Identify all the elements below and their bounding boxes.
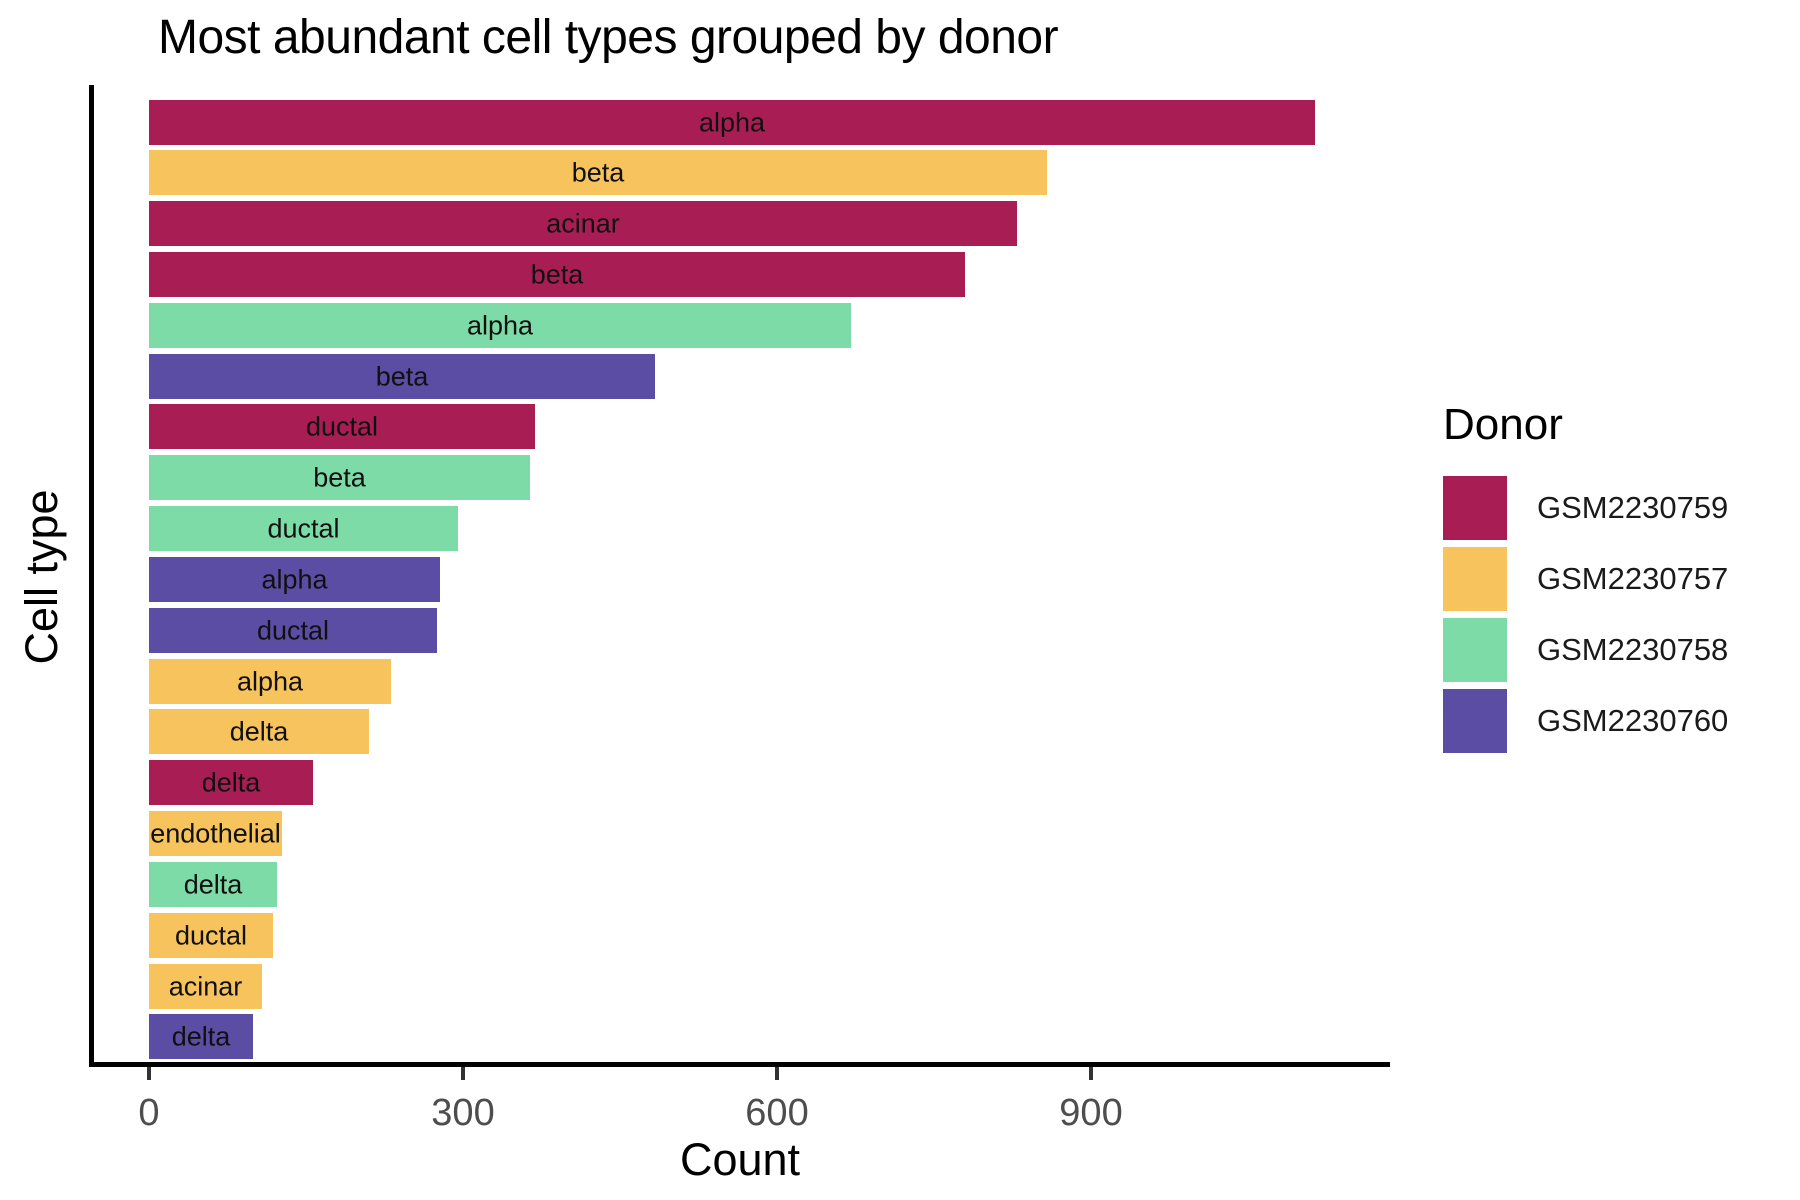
bar-delta-GSM2230758: delta [149,862,277,907]
y-axis-title: Cell type [16,489,67,665]
chart-title: Most abundant cell types grouped by dono… [158,11,1059,64]
x-tick-mark [461,1067,465,1080]
bar-alpha-GSM2230757: alpha [149,659,391,704]
bar-label: delta [183,869,243,899]
bar-label: beta [313,462,366,492]
bar-endothelial-GSM2230757: endothelial [149,811,282,856]
bar-alpha-GSM2230759: alpha [149,100,1315,145]
bar-label: delta [171,1021,231,1051]
bar-label: alpha [698,107,766,137]
x-axis-line [89,1062,1390,1067]
bar-ductal-GSM2230760: ductal [149,608,437,653]
bar-label: ductal [305,411,379,441]
legend-label: GSM2230758 [1537,632,1729,667]
bar-label: acinar [546,208,620,238]
x-axis-title: Count [679,1134,801,1185]
y-axis-line [89,85,94,1067]
bar-label: beta [530,259,584,289]
x-tick-mark [1089,1067,1093,1080]
bar-alpha-GSM2230758: alpha [149,303,851,348]
bar-label: ductal [256,615,330,645]
bar-beta-GSM2230757: beta [149,150,1047,195]
legend-swatch [1443,618,1507,682]
legend-items: GSM2230759 GSM2230757 GSM2230758 GSM2230760 [1443,476,1783,753]
bar-acinar-GSM2230757: acinar [149,964,262,1009]
x-tick-mark [147,1067,151,1080]
legend-label: GSM2230759 [1537,490,1729,525]
x-tick-label: 0 [138,1092,160,1134]
bar-label: beta [571,157,625,187]
x-tick-label: 600 [745,1092,809,1134]
bar-delta-GSM2230759: delta [149,760,313,805]
bar-label: delta [229,716,289,746]
x-tick-label: 300 [431,1092,495,1134]
bar-label: alpha [236,666,304,696]
bar-label: alpha [466,310,534,340]
bar-delta-GSM2230757: delta [149,709,369,754]
bar-ductal-GSM2230757: ductal [149,913,273,958]
legend-swatch [1443,689,1507,753]
legend-item-GSM2230759: GSM2230759 [1443,476,1783,540]
bar-alpha-GSM2230760: alpha [149,557,440,602]
bar-label: acinar [168,971,243,1001]
bar-ductal-GSM2230758: ductal [149,506,458,551]
legend-label: GSM2230757 [1537,561,1729,596]
legend-item-GSM2230760: GSM2230760 [1443,689,1783,753]
bar-beta-GSM2230760: beta [149,354,655,399]
legend-title: Donor [1443,400,1563,449]
legend-label: GSM2230760 [1537,703,1729,738]
legend: Donor GSM2230759 GSM2230757 GSM2230758 GSM2… [1443,400,1783,760]
x-tick-mark [775,1067,779,1080]
legend-swatch [1443,547,1507,611]
bar-beta-GSM2230758: beta [149,455,530,500]
bar-label: alpha [261,564,328,594]
bar-beta-GSM2230759: beta [149,252,965,297]
bar-label: endothelial [150,818,281,848]
bar-acinar-GSM2230759: acinar [149,201,1017,246]
bar-delta-GSM2230760: delta [149,1014,253,1059]
x-tick-label: 900 [1059,1092,1123,1134]
bar-label: delta [201,767,261,797]
legend-item-GSM2230758: GSM2230758 [1443,618,1783,682]
legend-item-GSM2230757: GSM2230757 [1443,547,1783,611]
bar-label: beta [375,361,429,391]
bar-label: ductal [174,920,248,950]
legend-swatch [1443,476,1507,540]
bar-label: ductal [267,513,340,543]
bar-ductal-GSM2230759: ductal [149,404,535,449]
